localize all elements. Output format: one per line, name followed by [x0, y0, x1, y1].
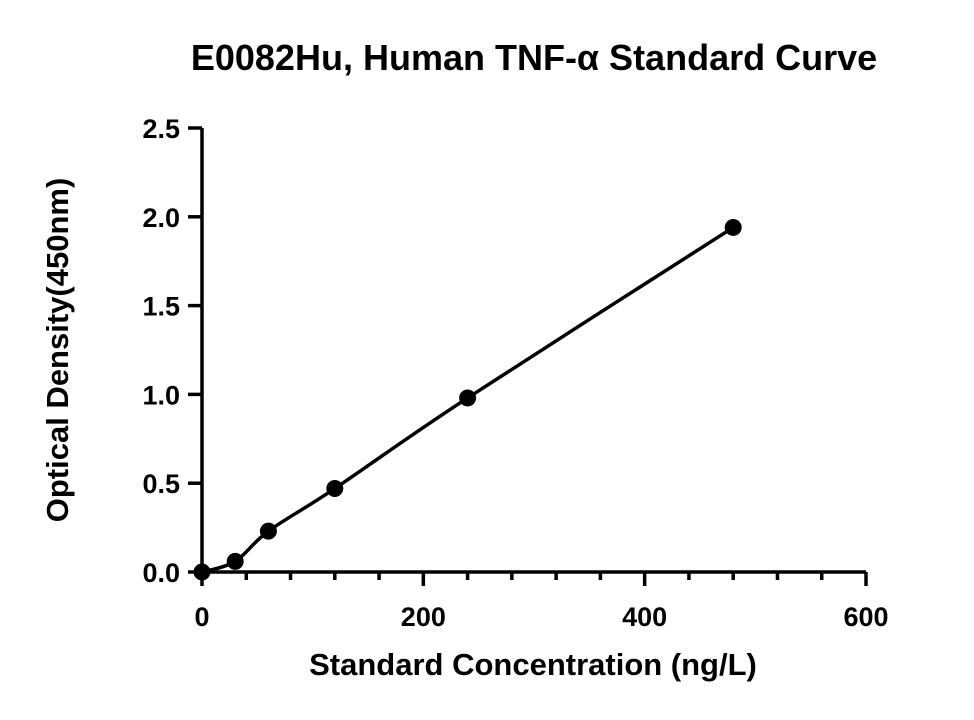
x-tick-label: 600 [843, 602, 888, 632]
y-tick-label: 0.5 [142, 469, 180, 499]
x-tick-label: 200 [401, 602, 446, 632]
x-axis-ticks: 0 200 400 600 [194, 572, 889, 632]
y-tick-label: 1.0 [142, 380, 180, 410]
data-point [226, 552, 244, 570]
y-axis-label: Optical Density(450nm) [40, 178, 75, 523]
data-point [724, 218, 742, 236]
y-tick-label: 0.0 [142, 558, 180, 588]
x-tick-label: 0 [194, 602, 209, 632]
y-axis-ticks: 0.0 0.5 1.0 1.5 2.0 2.5 [142, 114, 202, 588]
data-point [459, 389, 477, 407]
data-point [193, 563, 211, 581]
y-tick-label: 2.5 [142, 114, 180, 144]
y-tick-label: 1.5 [142, 292, 180, 322]
x-axis-label: Standard Concentration (ng/L) [309, 647, 757, 682]
plot-area: 0.0 0.5 1.0 1.5 2.0 2.5 0 200 400 600 [142, 114, 888, 632]
chart-title: E0082Hu, Human TNF-α Standard Curve [191, 37, 877, 78]
y-tick-label: 2.0 [142, 203, 180, 233]
data-points [193, 218, 742, 581]
x-tick-label: 400 [622, 602, 667, 632]
data-point [259, 522, 277, 540]
data-point [326, 480, 344, 498]
